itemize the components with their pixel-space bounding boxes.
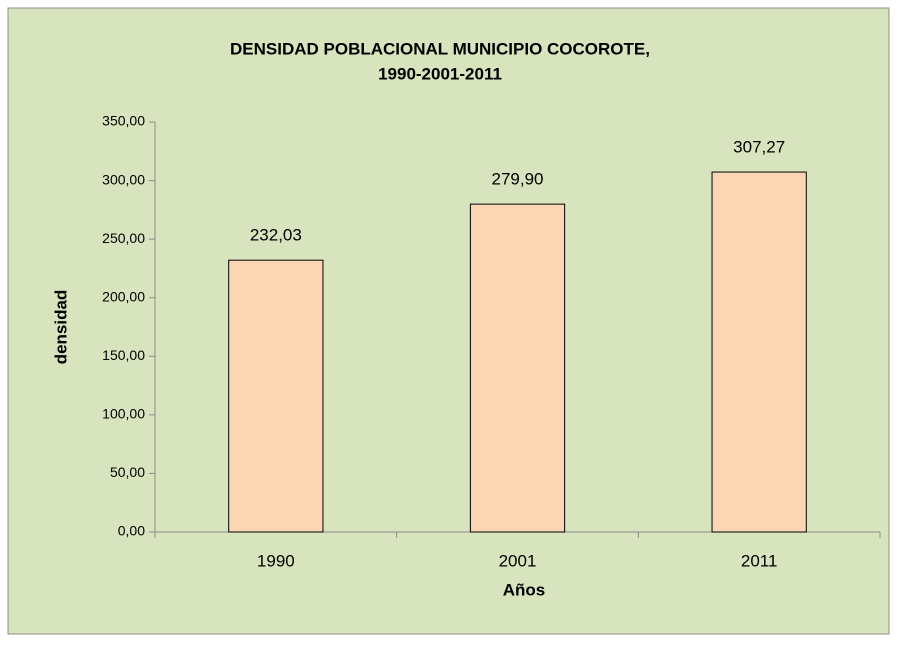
y-tick-label: 100,00 xyxy=(102,406,145,422)
data-label: 232,03 xyxy=(250,226,302,245)
y-tick-label: 0,00 xyxy=(118,523,145,539)
chart-title: DENSIDAD POBLACIONAL MUNICIPIO COCOROTE, xyxy=(230,39,650,58)
y-tick-label: 150,00 xyxy=(102,347,145,363)
y-tick-label: 200,00 xyxy=(102,288,145,304)
bar xyxy=(711,171,807,533)
y-tick-label: 50,00 xyxy=(110,464,145,480)
x-tick-label: 2011 xyxy=(741,551,778,570)
y-axis-label: densidad xyxy=(51,290,70,365)
x-tick-label: 1990 xyxy=(257,551,295,570)
data-label: 307,27 xyxy=(733,138,785,157)
data-label: 279,90 xyxy=(492,170,544,189)
y-tick-label: 250,00 xyxy=(102,230,145,246)
y-tick-label: 350,00 xyxy=(102,113,145,129)
x-tick-label: 2001 xyxy=(499,551,537,570)
chart-title: 1990-2001-2011 xyxy=(378,64,502,83)
bar xyxy=(228,259,324,533)
bar xyxy=(469,203,566,533)
x-axis-label: Años xyxy=(503,580,546,599)
y-tick-label: 300,00 xyxy=(102,171,145,187)
